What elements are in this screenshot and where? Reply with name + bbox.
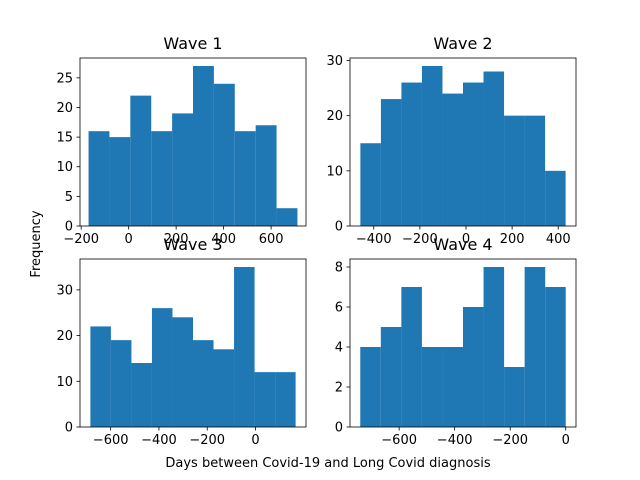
x-tick-label: 600 bbox=[259, 232, 284, 247]
histogram-bar bbox=[483, 267, 505, 427]
histogram-bar bbox=[483, 71, 505, 227]
histogram-bar bbox=[275, 372, 296, 427]
subplot-wave-4: −600 −400 −200 0 0 2 4 6 8 Wave 4 bbox=[335, 235, 577, 448]
subplot-title: Wave 4 bbox=[433, 235, 492, 254]
axes-frame bbox=[349, 57, 577, 227]
histogram-bar bbox=[193, 66, 214, 226]
histogram-bar bbox=[380, 327, 402, 427]
y-tick-label: 0 bbox=[335, 220, 343, 235]
histogram-bar bbox=[213, 83, 235, 226]
x-tick-label: 200 bbox=[500, 232, 525, 247]
histogram-bar bbox=[401, 82, 422, 226]
x-tick-label: 400 bbox=[546, 232, 571, 247]
x-tick-label: −200 bbox=[402, 232, 438, 247]
x-tick-label: −600 bbox=[93, 433, 129, 448]
histogram-bar bbox=[380, 99, 402, 226]
histogram-bar bbox=[172, 317, 193, 427]
histogram-bar bbox=[90, 326, 111, 427]
histogram-bar bbox=[234, 131, 256, 226]
x-tick-label: −600 bbox=[381, 433, 417, 448]
histogram-bar bbox=[463, 307, 484, 427]
x-tick-label: 0 bbox=[251, 433, 259, 448]
histogram-bar bbox=[109, 137, 131, 226]
y-tick-label: 6 bbox=[335, 301, 343, 316]
y-tick-label: 0 bbox=[65, 220, 73, 235]
subplot-title: Wave 3 bbox=[163, 235, 222, 254]
y-tick-label: 20 bbox=[326, 109, 343, 124]
histogram-bar bbox=[172, 113, 193, 226]
histogram-bar bbox=[524, 115, 546, 226]
x-tick-label: 0 bbox=[125, 232, 133, 247]
y-tick-label: 10 bbox=[56, 160, 73, 175]
histogram-bar bbox=[151, 131, 173, 226]
histogram-bar bbox=[360, 347, 381, 427]
histogram-bar bbox=[255, 125, 277, 226]
x-tick-label: −200 bbox=[189, 433, 225, 448]
y-tick-label: 15 bbox=[56, 131, 73, 146]
histogram-bar bbox=[131, 363, 152, 427]
y-tick-label: 30 bbox=[56, 283, 73, 298]
x-tick-label: 0 bbox=[462, 232, 470, 247]
subplot-wave-3: −600 −400 −200 0 0 10 20 30 Wave 3 bbox=[56, 235, 307, 448]
y-tick-label: 20 bbox=[56, 329, 73, 344]
histogram-bar bbox=[276, 208, 298, 226]
y-tick-label: 8 bbox=[335, 261, 343, 276]
axes-frame bbox=[349, 258, 577, 428]
histogram-bar bbox=[254, 372, 276, 427]
x-tick-label: −200 bbox=[492, 433, 528, 448]
subplot-wave-2: −400 −200 0 200 400 0 10 20 30 Wave 2 bbox=[326, 34, 577, 247]
y-tick-label: 0 bbox=[335, 421, 343, 436]
histogram-bar bbox=[213, 349, 235, 427]
x-tick-label: −400 bbox=[356, 232, 392, 247]
x-tick-label: 400 bbox=[211, 232, 236, 247]
y-tick-label: 30 bbox=[326, 54, 343, 69]
histogram-bar bbox=[442, 93, 463, 226]
y-tick-label: 2 bbox=[335, 381, 343, 396]
subplot-title: Wave 2 bbox=[433, 34, 492, 53]
histogram-bar bbox=[504, 367, 525, 427]
y-tick-label: 20 bbox=[56, 101, 73, 116]
y-tick-label: 25 bbox=[56, 71, 73, 86]
x-tick-label: −400 bbox=[437, 433, 473, 448]
shared-x-axis-label: Days between Covid-19 and Long Covid dia… bbox=[165, 456, 490, 471]
histogram-bar bbox=[193, 340, 214, 427]
x-tick-label: 0 bbox=[562, 433, 570, 448]
histogram-bar bbox=[442, 347, 463, 427]
y-tick-label: 10 bbox=[326, 164, 343, 179]
y-tick-label: 4 bbox=[335, 341, 343, 356]
y-tick-label: 10 bbox=[56, 375, 73, 390]
histogram-bar bbox=[545, 170, 566, 226]
histogram-bar bbox=[401, 287, 422, 427]
histogram-bar bbox=[234, 267, 255, 427]
axes-frame bbox=[79, 57, 307, 227]
histogram-bar bbox=[130, 95, 152, 226]
histogram-bar bbox=[524, 267, 546, 427]
shared-y-axis-label: Frequency bbox=[29, 210, 44, 277]
y-tick-label: 0 bbox=[65, 421, 73, 436]
y-tick-label: 5 bbox=[65, 190, 73, 205]
histogram-bar bbox=[421, 347, 443, 427]
histogram-bar bbox=[110, 340, 132, 427]
subplot-title: Wave 1 bbox=[163, 34, 222, 53]
axes-frame bbox=[79, 258, 307, 428]
histogram-bar bbox=[463, 82, 484, 226]
x-tick-label: −200 bbox=[63, 232, 99, 247]
histogram-bar bbox=[88, 131, 110, 226]
x-tick-label: 200 bbox=[164, 232, 189, 247]
histogram-bar bbox=[151, 308, 173, 427]
histogram-bar bbox=[360, 143, 381, 226]
histogram-bar bbox=[504, 115, 525, 226]
histogram-bar bbox=[545, 287, 566, 427]
histogram-bar bbox=[421, 66, 443, 226]
x-tick-label: −400 bbox=[141, 433, 177, 448]
